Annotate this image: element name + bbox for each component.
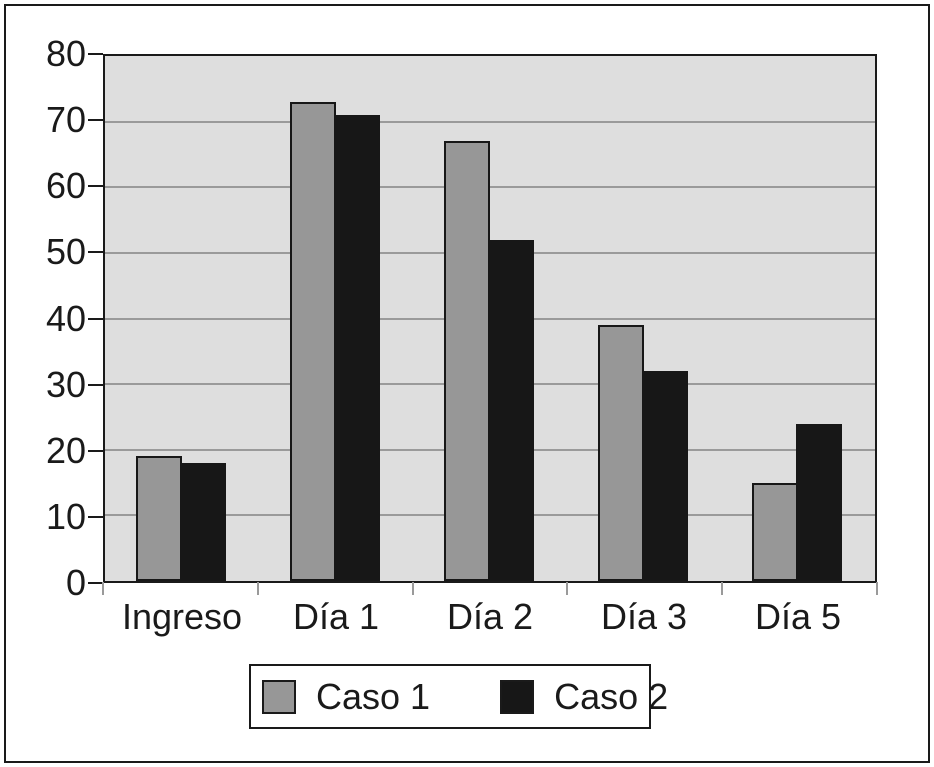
bar-caso-1: [444, 141, 490, 581]
bar-caso-1: [752, 482, 798, 581]
y-axis-tick-label: 20: [45, 429, 86, 471]
x-axis-tick-mark: [411, 582, 414, 595]
x-axis-category-label: Día 3: [600, 596, 688, 637]
y-axis-tick-label: 0: [65, 562, 86, 603]
x-axis-tick-mark: [876, 582, 878, 595]
x-axis-tick-mark: [721, 582, 724, 595]
bar-caso-2: [334, 115, 380, 581]
legend-item: Caso 1: [262, 676, 430, 718]
y-axis-tick-mark: [88, 449, 103, 452]
y-axis-tick-mark: [88, 185, 103, 188]
legend-swatch-caso-1: [262, 679, 296, 714]
y-axis-tick-label: 60: [45, 165, 86, 207]
bar-caso-2: [180, 462, 226, 581]
x-axis-tick-mark: [256, 582, 259, 595]
bar-caso-1: [290, 101, 336, 581]
y-axis-tick-label: 50: [45, 231, 86, 273]
bar-caso-2: [488, 239, 534, 581]
bar-caso-1: [136, 456, 182, 581]
x-axis-tick-mark: [102, 582, 104, 595]
bar-caso-2: [796, 423, 842, 581]
y-axis-tick-mark: [88, 582, 103, 584]
legend-label: Caso 2: [554, 675, 669, 717]
y-axis-tick-mark: [88, 119, 103, 122]
x-axis-category-label: Día 1: [292, 596, 380, 637]
bar-caso-2: [642, 371, 688, 581]
x-axis-category-label: Día 5: [754, 596, 842, 637]
plot-area: [103, 54, 877, 583]
gridline: [105, 120, 875, 123]
y-axis-tick-mark: [88, 383, 103, 386]
legend-swatch-caso-2: [500, 679, 535, 714]
legend-label: Caso 1: [316, 675, 431, 717]
y-axis-tick-mark: [88, 317, 103, 320]
gridline: [105, 186, 875, 189]
y-axis-tick-label: 70: [45, 99, 86, 141]
y-axis-tick-mark: [88, 53, 103, 55]
y-axis-tick-label: 80: [45, 33, 86, 74]
y-axis-tick-label: 10: [45, 495, 86, 537]
legend: Caso 1 Caso 2: [249, 664, 668, 729]
y-axis-tick-label: 40: [45, 297, 86, 339]
x-axis-category-label: Ingreso: [121, 596, 243, 637]
x-axis-tick-mark: [566, 582, 569, 595]
legend-item: Caso 2: [500, 676, 668, 718]
y-axis-tick-mark: [88, 251, 103, 254]
x-axis-category-label: Día 2: [446, 596, 534, 637]
y-axis-tick-mark: [88, 515, 103, 518]
y-axis-tick-label: 30: [45, 363, 86, 405]
bar-caso-1: [598, 325, 644, 581]
